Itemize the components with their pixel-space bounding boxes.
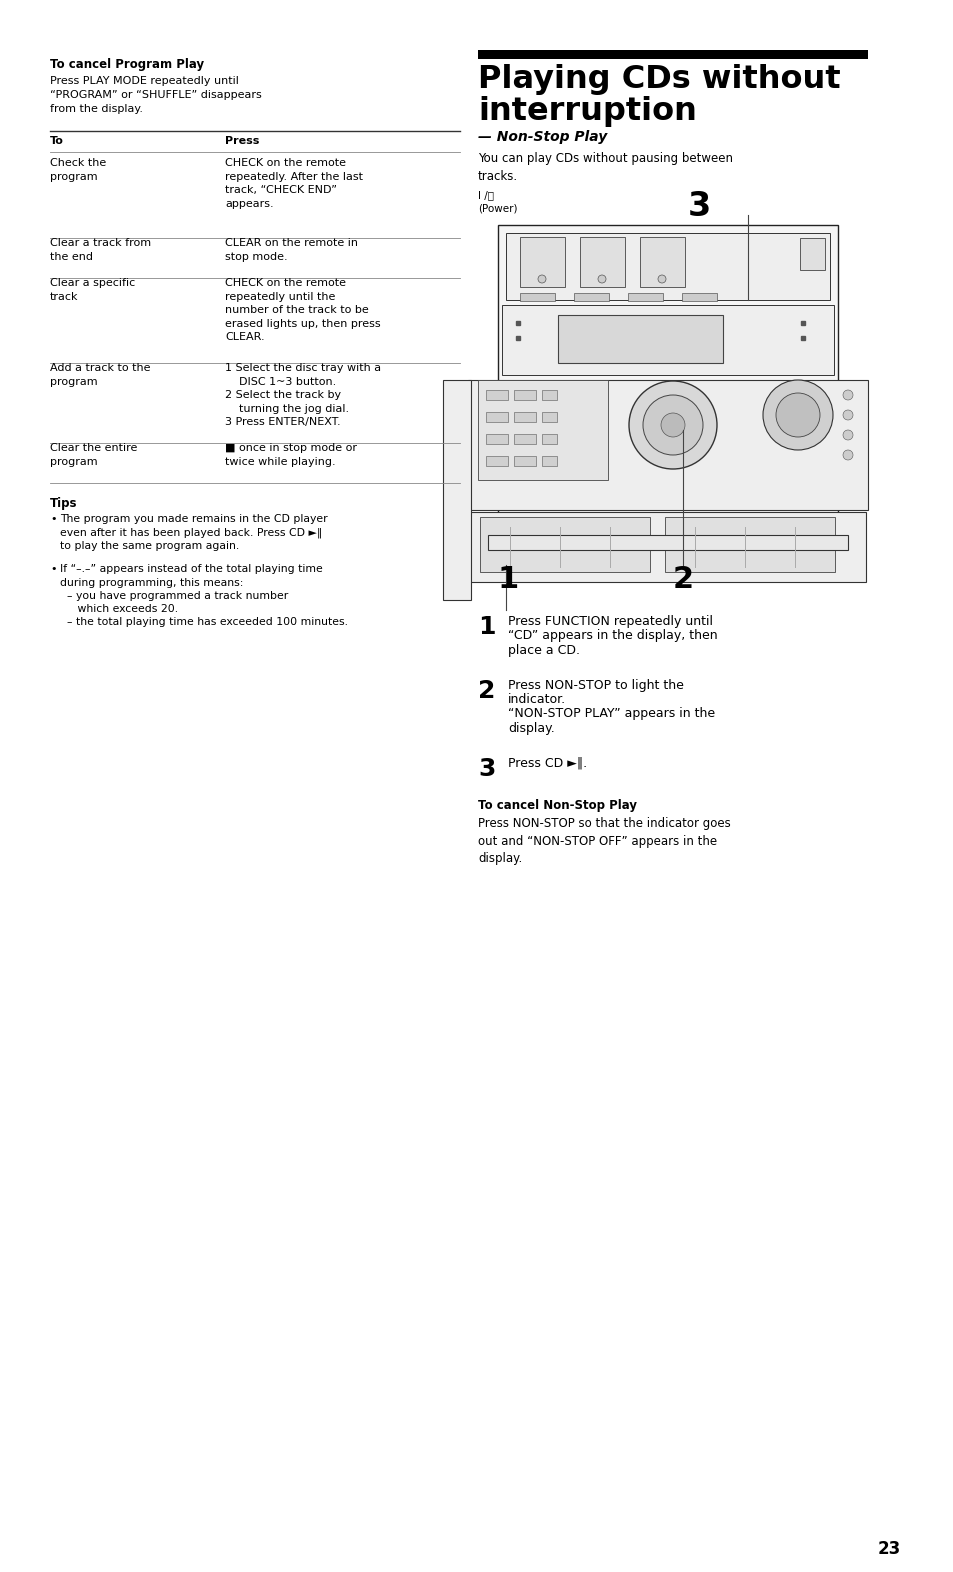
Bar	[558, 314, 722, 363]
Text: “NON-STOP PLAY” appears in the: “NON-STOP PLAY” appears in the	[507, 707, 715, 720]
Text: Press PLAY MODE repeatedly until
“PROGRAM” or “SHUFFLE” disappears
from the disp: Press PLAY MODE repeatedly until “PROGRA…	[50, 75, 261, 115]
Bar	[541, 434, 557, 443]
Bar	[541, 412, 557, 421]
Text: •: •	[50, 514, 56, 523]
Bar	[639, 237, 684, 288]
Text: “CD” appears in the display, then: “CD” appears in the display, then	[507, 629, 717, 643]
Bar	[579, 237, 624, 288]
Text: 2: 2	[477, 679, 495, 703]
Bar	[479, 517, 649, 572]
Bar	[664, 517, 834, 572]
Text: Clear the entire
program: Clear the entire program	[50, 443, 137, 467]
Text: indicator.: indicator.	[507, 693, 565, 706]
Text: ■ once in stop mode or
twice while playing.: ■ once in stop mode or twice while playi…	[225, 443, 356, 467]
Circle shape	[537, 275, 545, 283]
Bar	[514, 456, 536, 465]
Text: To cancel Non-Stop Play: To cancel Non-Stop Play	[477, 799, 637, 813]
Text: Clear a specific
track: Clear a specific track	[50, 278, 135, 302]
Bar	[505, 233, 829, 300]
Bar	[497, 225, 837, 534]
Circle shape	[660, 413, 684, 437]
Bar	[514, 412, 536, 421]
Text: — Non-Stop Play: — Non-Stop Play	[477, 130, 607, 145]
Bar	[470, 512, 865, 582]
Bar	[541, 390, 557, 399]
Text: Press FUNCTION repeatedly until: Press FUNCTION repeatedly until	[507, 615, 712, 627]
Bar	[519, 292, 555, 300]
Text: 23: 23	[877, 1541, 901, 1558]
Circle shape	[598, 275, 605, 283]
Circle shape	[762, 380, 832, 450]
Text: place a CD.: place a CD.	[507, 645, 579, 657]
Text: Clear a track from
the end: Clear a track from the end	[50, 237, 151, 261]
Text: CHECK on the remote
repeatedly until the
number of the track to be
erased lights: CHECK on the remote repeatedly until the…	[225, 278, 380, 343]
Text: 2: 2	[672, 564, 694, 594]
Text: Press CD ►‖.: Press CD ►‖.	[507, 756, 586, 770]
Bar	[541, 456, 557, 465]
Bar	[501, 305, 833, 376]
Circle shape	[842, 390, 852, 399]
Bar	[800, 237, 824, 270]
Text: CLEAR on the remote in
stop mode.: CLEAR on the remote in stop mode.	[225, 237, 357, 261]
Bar	[477, 50, 867, 60]
Text: 3: 3	[477, 756, 495, 781]
Bar	[519, 237, 564, 288]
Bar	[574, 292, 608, 300]
Text: The program you made remains in the CD player
even after it has been played back: The program you made remains in the CD p…	[60, 514, 327, 550]
Bar	[468, 380, 867, 509]
Circle shape	[628, 380, 717, 468]
Circle shape	[842, 410, 852, 420]
Text: 1: 1	[477, 615, 495, 638]
Text: 3: 3	[687, 190, 711, 223]
Text: •: •	[50, 564, 56, 574]
Text: Press NON-STOP to light the: Press NON-STOP to light the	[507, 679, 683, 692]
Bar	[485, 434, 507, 443]
Text: You can play CDs without pausing between
tracks.: You can play CDs without pausing between…	[477, 152, 732, 182]
Circle shape	[842, 450, 852, 461]
Text: 1 Select the disc tray with a
    DISC 1~3 button.
2 Select the track by
    tur: 1 Select the disc tray with a DISC 1~3 b…	[225, 363, 381, 428]
Bar	[442, 380, 471, 601]
Bar	[681, 292, 717, 300]
Text: To cancel Program Play: To cancel Program Play	[50, 58, 204, 71]
Text: display.: display.	[507, 722, 554, 736]
Circle shape	[842, 431, 852, 440]
Bar	[485, 412, 507, 421]
Circle shape	[658, 275, 665, 283]
Bar	[485, 456, 507, 465]
Text: I /⎾
(Power): I /⎾ (Power)	[477, 190, 517, 214]
Text: Playing CDs without: Playing CDs without	[477, 64, 840, 94]
Text: Tips: Tips	[50, 497, 77, 509]
Bar	[477, 380, 607, 479]
Circle shape	[642, 395, 702, 454]
Bar	[488, 534, 847, 550]
Bar	[485, 390, 507, 399]
Text: 1: 1	[497, 564, 518, 594]
Text: interruption: interruption	[477, 96, 696, 127]
Circle shape	[775, 393, 820, 437]
Text: CHECK on the remote
repeatedly. After the last
track, “CHECK END”
appears.: CHECK on the remote repeatedly. After th…	[225, 159, 363, 209]
Text: Press: Press	[225, 137, 259, 146]
Text: Add a track to the
program: Add a track to the program	[50, 363, 151, 387]
Text: If “–.–” appears instead of the total playing time
during programming, this mean: If “–.–” appears instead of the total pl…	[60, 564, 348, 627]
Bar	[627, 292, 662, 300]
Text: To: To	[50, 137, 64, 146]
Bar	[514, 390, 536, 399]
Text: Check the
program: Check the program	[50, 159, 106, 182]
Text: Press NON-STOP so that the indicator goes
out and “NON-STOP OFF” appears in the
: Press NON-STOP so that the indicator goe…	[477, 817, 730, 865]
Bar	[514, 434, 536, 443]
